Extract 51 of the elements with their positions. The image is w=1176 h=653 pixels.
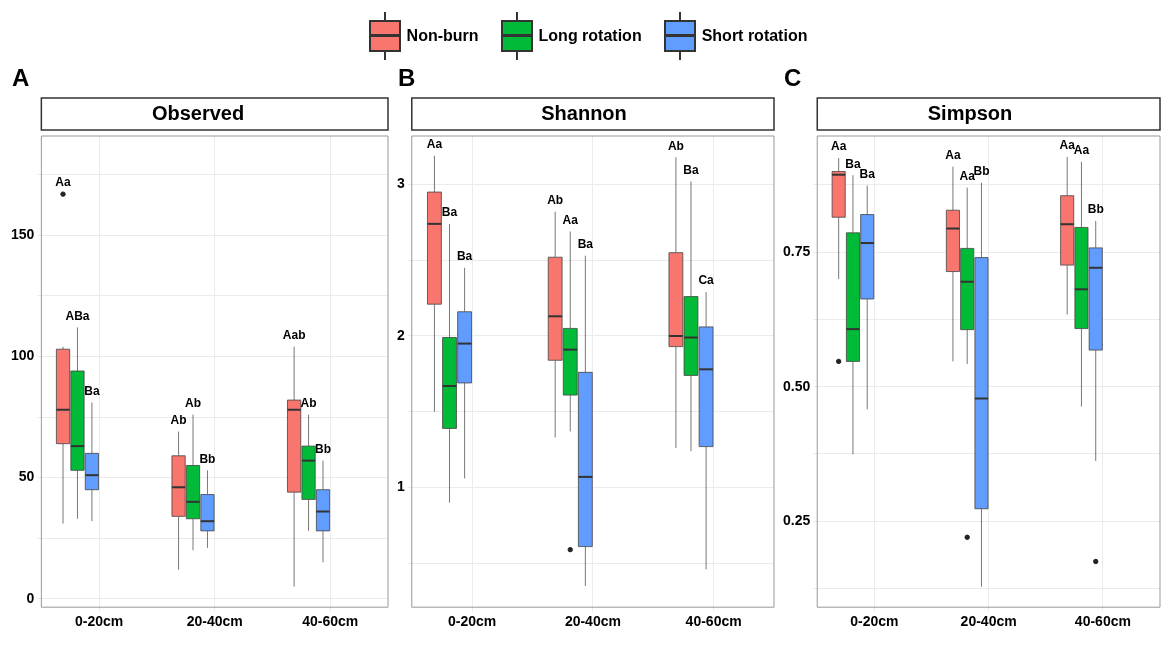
chart-title: Shannon [541,101,627,124]
annotation: Ab [170,412,187,427]
annotation: Ba [441,205,458,220]
y-tick-label: 3 [396,175,405,192]
legend-label: Non-burn [406,27,479,45]
annotation: Bb [199,451,216,466]
y-tick-label: 1 [396,478,405,495]
annotation: ABa [65,308,90,323]
annotation: Aab [282,328,306,343]
y-tick-label: 0 [26,589,35,606]
x-tick-label: 20-40cm [564,613,621,630]
y-tick-label: 2 [396,326,405,343]
annotation: Aa [562,212,579,227]
annotation: Ba [577,237,594,252]
y-tick-label: 0.75 [783,243,811,260]
y-tick-label: 100 [11,347,35,364]
y-tick-label: 150 [11,226,35,243]
y-tick-label: 50 [18,468,35,485]
y-tick-label: 0.50 [783,377,811,394]
x-tick-label: 20-40cm [960,613,1017,630]
x-tick-label: 0-20cm [75,613,124,630]
annotation: Ab [300,395,317,410]
annotation: Aa [426,137,443,152]
x-tick-label: 40-60cm [685,613,742,630]
chart-title: Simpson [927,101,1013,124]
annotation: Ab [547,193,564,208]
annotation: Bb [315,441,331,456]
annotation: Bb [1087,202,1104,217]
annotation: Ba [683,162,699,177]
text: A [11,64,31,93]
annotation: Ab [667,138,684,153]
annotation: Aa [831,139,847,154]
x-tick-label: 20-40cm [186,613,243,630]
annotation: Ba [456,249,473,264]
annotation: Aa [945,147,961,162]
x-tick-label: 0-20cm [448,613,497,630]
chart-title: Observed [151,101,245,124]
annotation: Aa [55,175,72,190]
annotation: Ca [698,273,715,288]
text: C [783,64,803,93]
annotation: Ab [185,395,202,410]
text: B [397,64,417,93]
legend-label: Long rotation [538,27,642,45]
annotation: Ba [84,383,100,398]
annotation: Aa [1073,143,1090,158]
legend-label: Short rotation [701,27,808,45]
annotation: Ba [845,156,861,171]
y-tick-label: 0.25 [783,512,811,528]
x-tick-label: 0-20cm [850,613,899,630]
x-tick-label: 40-60cm [302,613,359,630]
x-tick-label: 40-60cm [1074,613,1131,630]
